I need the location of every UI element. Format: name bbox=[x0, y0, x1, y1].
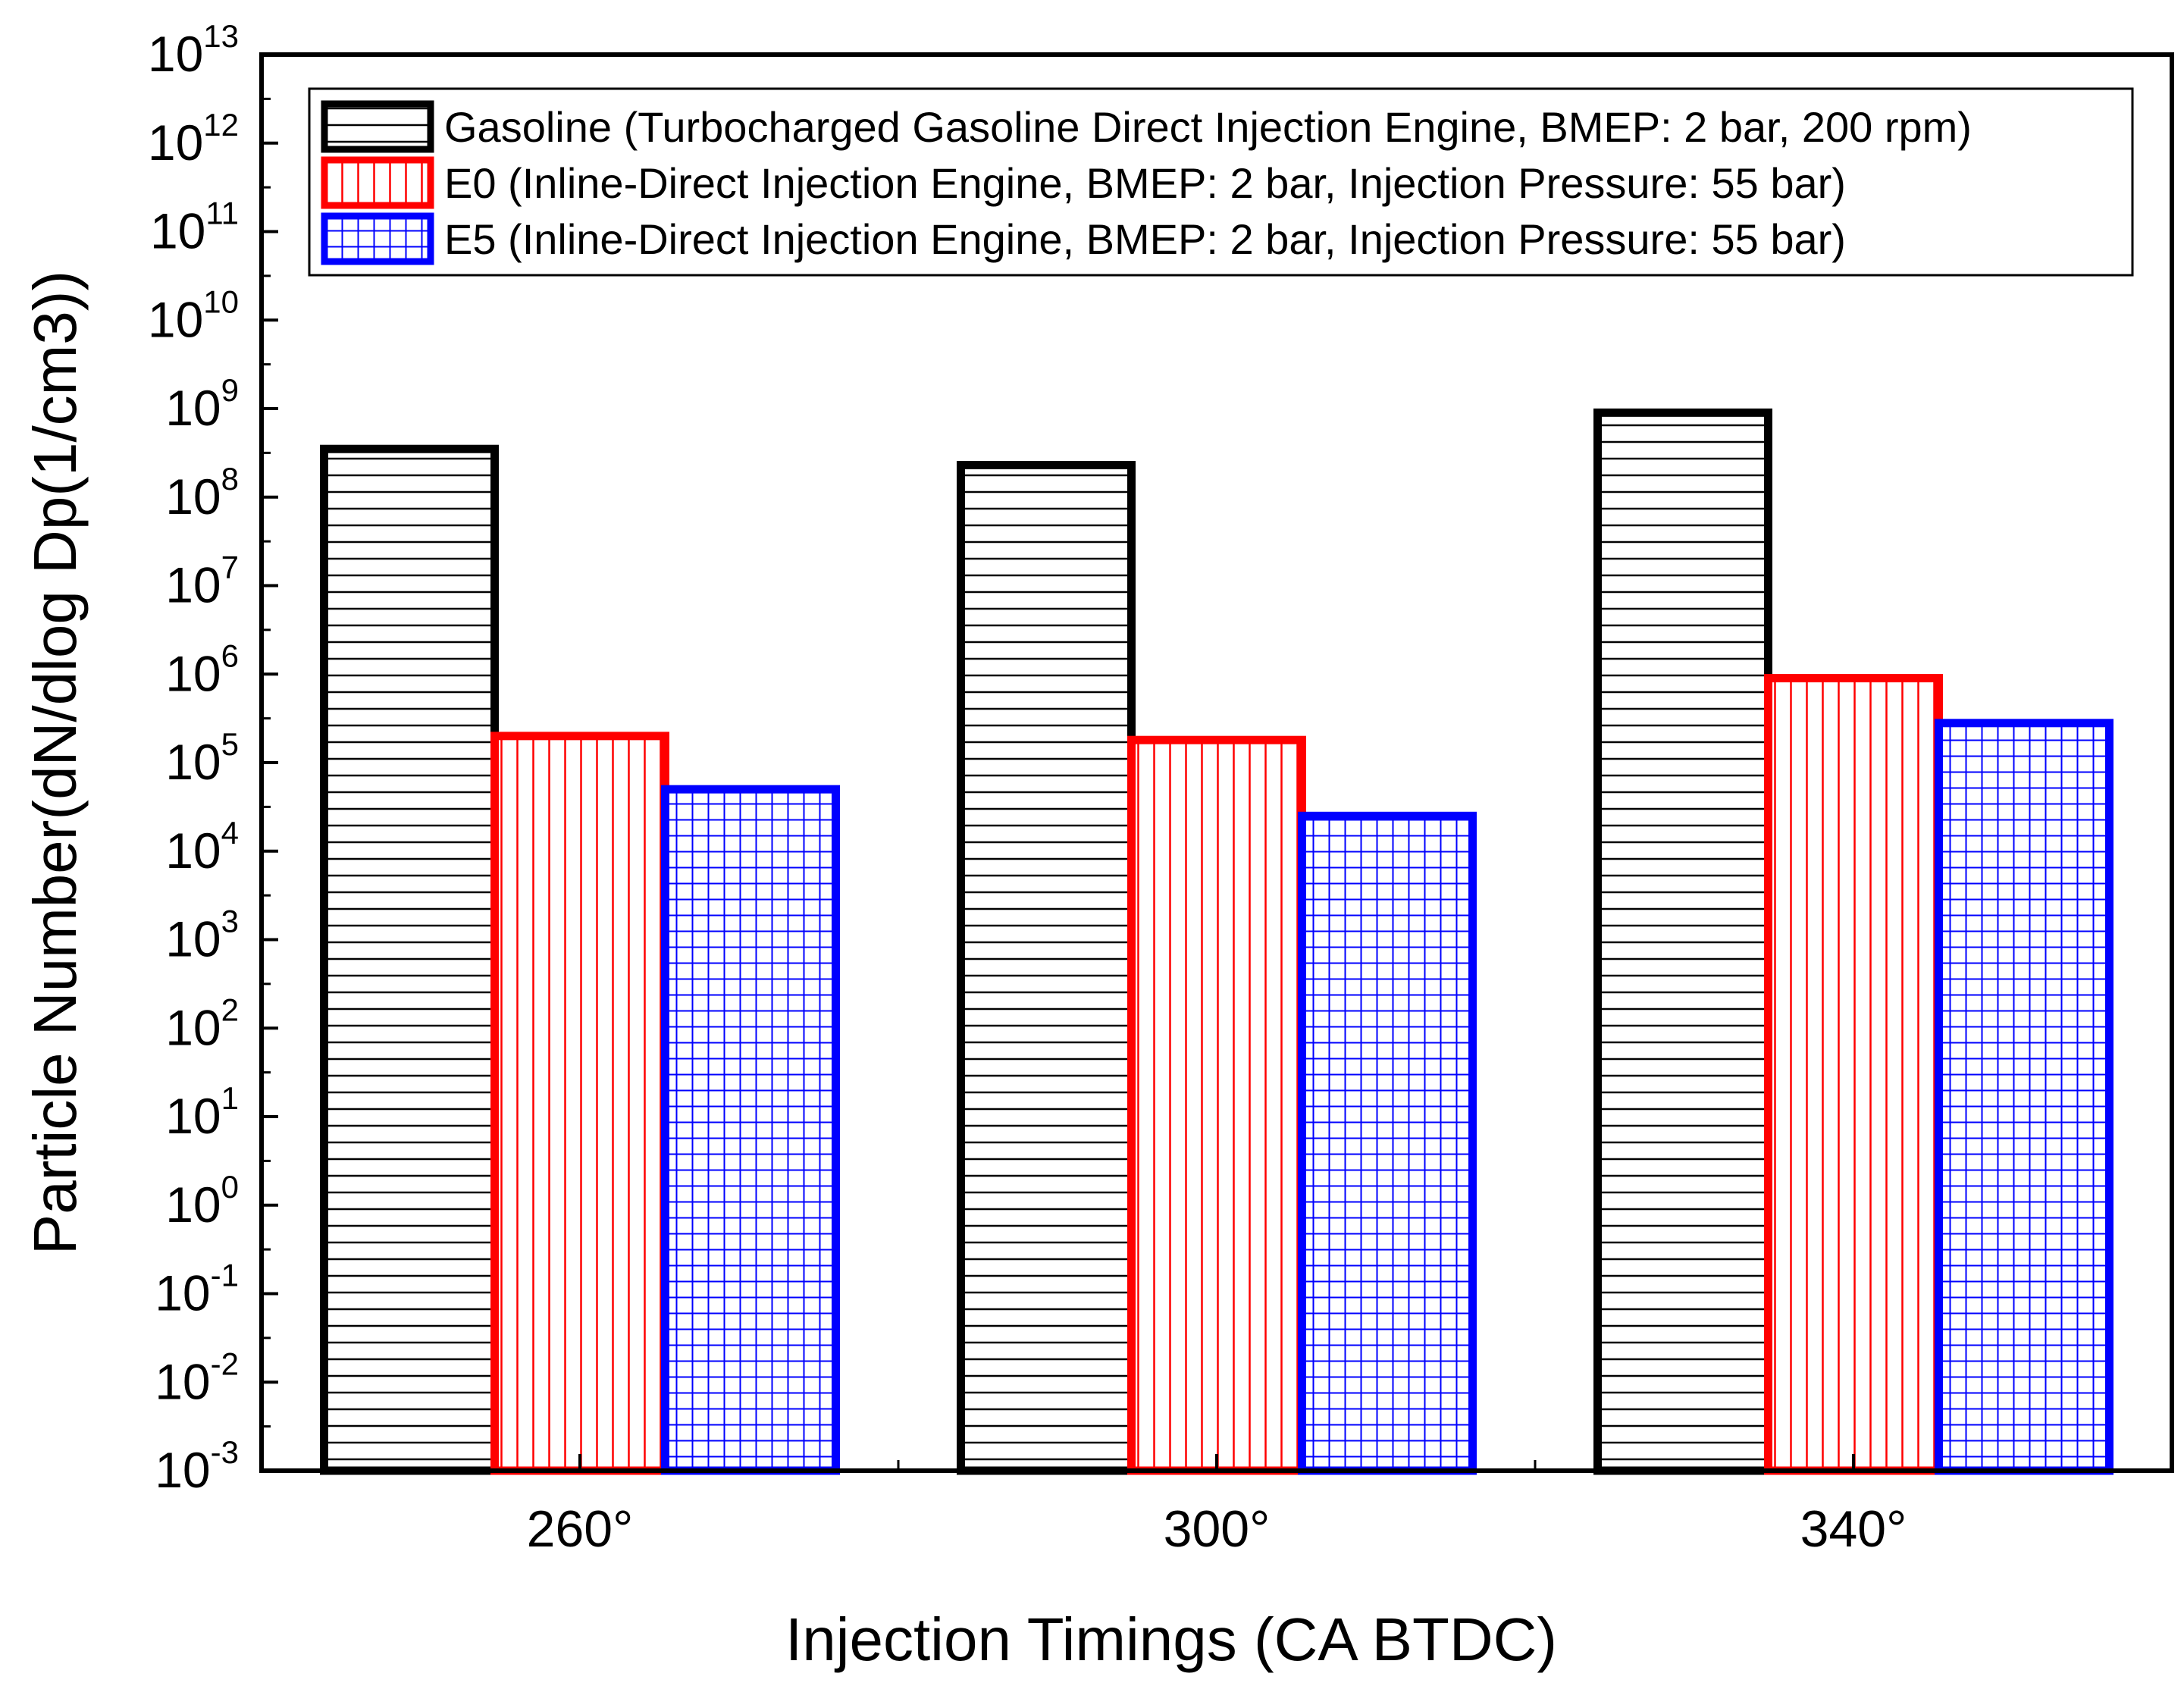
y-tick-label: 100 bbox=[165, 1169, 239, 1233]
x-category-label: 340° bbox=[1800, 1500, 1907, 1558]
legend-label-e0: E0 (Inline-Direct Injection Engine, BMEP… bbox=[444, 159, 1846, 207]
legend-swatch-gasoline bbox=[321, 100, 434, 153]
y-tick-exponent: 10 bbox=[203, 284, 239, 319]
bar-e5-260 bbox=[661, 785, 840, 1475]
y-tick-exponent: 7 bbox=[221, 550, 239, 585]
bar-gasoline-260 bbox=[320, 444, 499, 1475]
bar-e0-260 bbox=[490, 732, 669, 1475]
y-tick-exponent: -2 bbox=[211, 1346, 239, 1381]
y-tick-label: 1010 bbox=[148, 284, 239, 347]
legend-swatch-e0 bbox=[321, 156, 434, 209]
y-tick-base: 10 bbox=[165, 380, 221, 436]
y-tick-base: 10 bbox=[165, 911, 221, 967]
legend-box bbox=[308, 87, 2134, 277]
y-tick-exponent: 0 bbox=[221, 1169, 239, 1205]
y-tick-label: 109 bbox=[165, 372, 239, 436]
y-tick-label: 10-3 bbox=[155, 1434, 239, 1498]
y-tick-base: 10 bbox=[165, 1177, 221, 1233]
y-tick-exponent: 2 bbox=[221, 992, 239, 1027]
legend-label-gasoline: Gasoline (Turbocharged Gasoline Direct I… bbox=[444, 103, 1972, 151]
y-tick-label: 1013 bbox=[148, 18, 239, 82]
y-tick-exponent: 1 bbox=[221, 1080, 239, 1116]
x-category-label: 260° bbox=[527, 1500, 634, 1558]
y-tick-labels: 10-310-210-11001011021031041051061071081… bbox=[148, 18, 239, 1498]
legend-swatch-e5 bbox=[321, 212, 434, 265]
y-tick-base: 10 bbox=[155, 1442, 210, 1498]
y-tick-base: 10 bbox=[165, 1088, 221, 1144]
bar-gasoline-300 bbox=[957, 461, 1136, 1475]
y-tick-exponent: -1 bbox=[211, 1258, 239, 1293]
bar-e5-340 bbox=[1935, 719, 2113, 1475]
y-tick-exponent: 8 bbox=[221, 461, 239, 497]
y-tick-base: 10 bbox=[148, 114, 203, 171]
x-category-labels: 260° 300° 340° bbox=[527, 1500, 1907, 1558]
y-tick-exponent: 13 bbox=[203, 18, 239, 54]
y-tick-base: 10 bbox=[165, 999, 221, 1055]
y-tick-base: 10 bbox=[155, 1353, 210, 1409]
y-tick-exponent: 12 bbox=[203, 107, 239, 143]
y-tick-label: 108 bbox=[165, 461, 239, 525]
y-axis-title: Particle Number(dN/dlog Dp(1/cm3)) bbox=[21, 271, 89, 1255]
legend: Gasoline (Turbocharged Gasoline Direct I… bbox=[308, 87, 2134, 277]
bar-gasoline-340 bbox=[1593, 408, 1772, 1475]
y-tick-exponent: 3 bbox=[221, 904, 239, 939]
y-tick-label: 10-1 bbox=[155, 1258, 239, 1321]
y-tick-label: 107 bbox=[165, 550, 239, 613]
y-tick-base: 10 bbox=[165, 468, 221, 525]
bar-e5-300 bbox=[1298, 811, 1477, 1475]
y-tick-label: 103 bbox=[165, 904, 239, 967]
axis-ticks bbox=[262, 53, 1855, 1472]
bar-e0-300 bbox=[1127, 735, 1306, 1475]
bars-layer bbox=[320, 408, 2113, 1475]
y-tick-base: 10 bbox=[148, 291, 203, 347]
y-tick-exponent: 11 bbox=[205, 196, 239, 231]
bar-e0-340 bbox=[1764, 674, 1943, 1475]
y-tick-exponent: 9 bbox=[221, 372, 239, 408]
y-tick-base: 10 bbox=[148, 26, 203, 82]
y-tick-exponent: -3 bbox=[211, 1434, 239, 1470]
y-tick-base: 10 bbox=[150, 203, 205, 259]
y-tick-label: 1012 bbox=[148, 107, 239, 171]
y-tick-base: 10 bbox=[165, 557, 221, 613]
y-tick-exponent: 6 bbox=[221, 638, 239, 673]
y-tick-label: 102 bbox=[165, 992, 239, 1055]
y-tick-exponent: 4 bbox=[221, 815, 239, 851]
x-axis-title: Injection Timings (CA BTDC) bbox=[785, 1606, 1557, 1673]
y-tick-label: 104 bbox=[165, 815, 239, 879]
legend-label-e5: E5 (Inline-Direct Injection Engine, BMEP… bbox=[444, 215, 1846, 263]
y-tick-base: 10 bbox=[165, 645, 221, 701]
y-tick-label: 106 bbox=[165, 638, 239, 701]
y-tick-base: 10 bbox=[165, 734, 221, 790]
x-category-label: 300° bbox=[1164, 1500, 1271, 1558]
y-tick-exponent: 5 bbox=[221, 726, 239, 762]
y-tick-label: 1011 bbox=[150, 196, 239, 259]
y-tick-base: 10 bbox=[155, 1265, 210, 1321]
y-tick-label: 101 bbox=[165, 1080, 239, 1144]
y-tick-label: 10-2 bbox=[155, 1346, 239, 1409]
y-tick-label: 105 bbox=[165, 726, 239, 790]
y-tick-base: 10 bbox=[165, 823, 221, 879]
